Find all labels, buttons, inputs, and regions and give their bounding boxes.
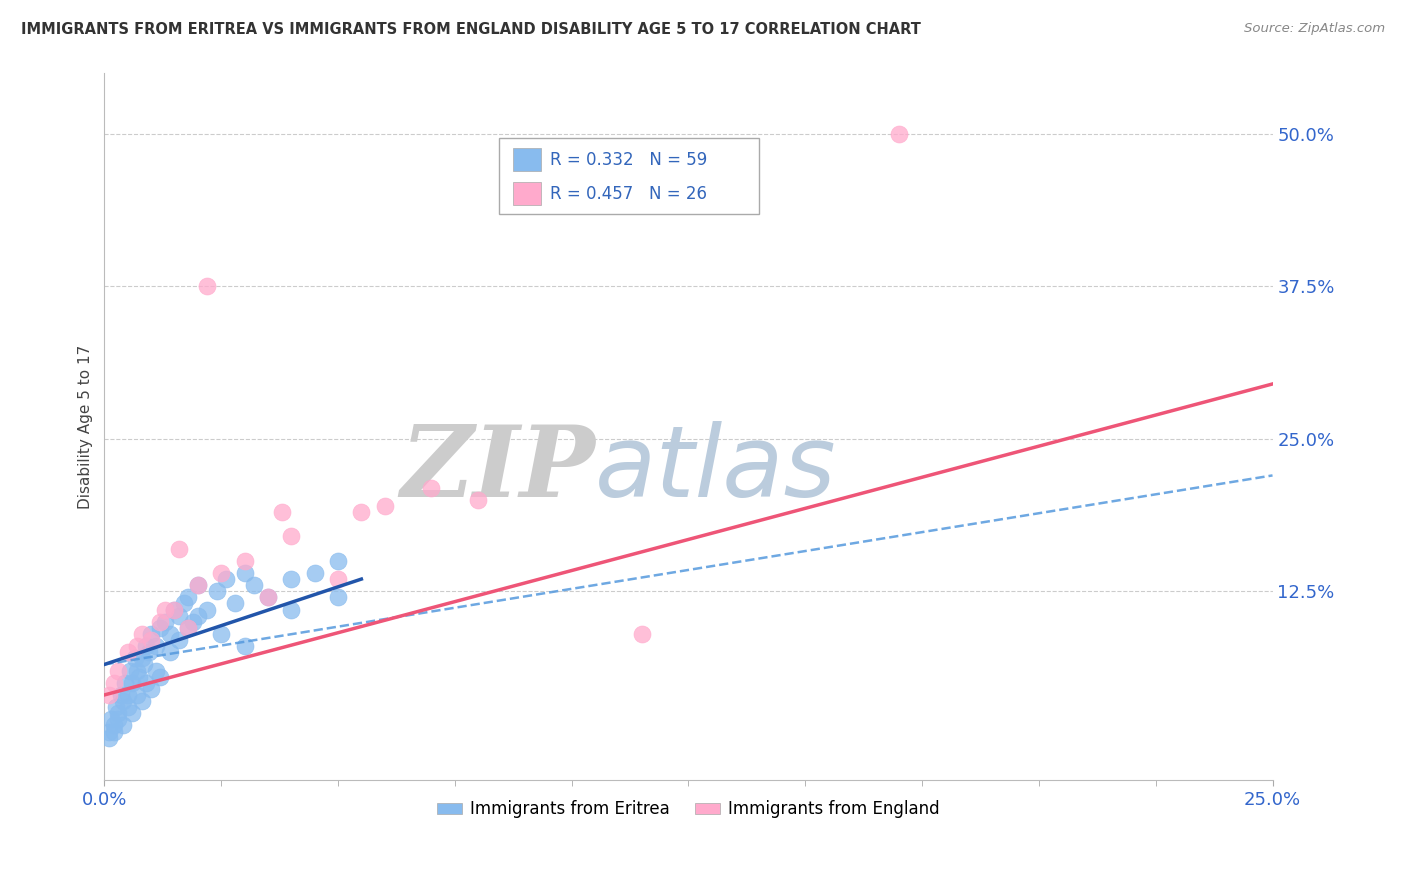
Point [139,681,162,696]
Point [215,572,238,586]
Point [326,572,349,586]
Point [131,651,153,665]
Point [159,627,181,641]
Point [117,645,139,659]
Point [177,621,200,635]
Legend: Immigrants from Eritrea, Immigrants from England: Immigrants from Eritrea, Immigrants from… [430,794,946,825]
Text: atlas: atlas [595,421,837,517]
Y-axis label: Disability Age 5 to 17: Disability Age 5 to 17 [79,344,93,508]
Point [149,621,172,635]
Point [350,505,373,519]
Point [224,597,246,611]
Point [131,627,153,641]
Point [173,597,195,611]
Point [209,566,232,580]
Point [124,651,146,665]
Point [149,615,172,629]
Point [326,591,349,605]
Point [187,578,209,592]
Point [100,712,122,726]
Point [195,602,218,616]
Point [243,578,266,592]
Text: IMMIGRANTS FROM ERITREA VS IMMIGRANTS FROM ENGLAND DISABILITY AGE 5 TO 17 CORREL: IMMIGRANTS FROM ERITREA VS IMMIGRANTS FR… [21,22,921,37]
Point [107,712,129,726]
Point [139,627,162,641]
Point [139,633,162,648]
Point [138,645,160,659]
Point [233,639,256,653]
Point [187,578,209,592]
Point [105,700,128,714]
Point [257,591,280,605]
Point [107,664,129,678]
Point [420,481,443,495]
Point [121,706,143,721]
Point [135,639,157,653]
Point [117,688,139,702]
Point [120,664,142,678]
Point [121,675,143,690]
Point [98,731,121,745]
Point [167,608,190,623]
Point [233,554,256,568]
Point [233,566,256,580]
Point [103,675,125,690]
Point [630,627,652,641]
Text: R = 0.332   N = 59: R = 0.332 N = 59 [550,151,707,169]
Point [98,724,121,739]
Point [114,675,136,690]
Point [181,615,204,629]
Point [209,627,232,641]
Point [163,602,186,616]
Point [280,572,302,586]
Point [167,541,190,556]
Point [280,602,302,616]
Point [103,718,125,732]
Point [159,645,181,659]
Point [112,718,135,732]
Point [107,706,129,721]
Point [467,492,489,507]
Point [326,554,349,568]
Point [127,688,149,702]
Point [127,639,149,653]
Point [304,566,326,580]
Point [887,127,910,141]
Point [187,608,209,623]
Point [132,657,155,672]
Point [153,615,176,629]
Point [177,591,200,605]
Point [98,688,121,702]
Point [177,621,200,635]
Point [271,505,294,519]
Point [145,664,167,678]
Point [112,694,135,708]
Point [153,602,176,616]
Text: ZIP: ZIP [399,421,595,517]
Point [135,675,157,690]
Point [195,279,218,293]
Point [110,688,132,702]
Point [205,584,228,599]
Text: R = 0.457   N = 26: R = 0.457 N = 26 [550,185,707,202]
Point [103,724,125,739]
Point [127,664,149,678]
Point [117,700,139,714]
Point [280,529,302,543]
Text: Source: ZipAtlas.com: Source: ZipAtlas.com [1244,22,1385,36]
Point [257,591,280,605]
Point [163,602,186,616]
Point [128,670,150,684]
Point [149,670,172,684]
Point [145,639,167,653]
Point [167,633,190,648]
Point [131,694,153,708]
Point [374,499,396,513]
